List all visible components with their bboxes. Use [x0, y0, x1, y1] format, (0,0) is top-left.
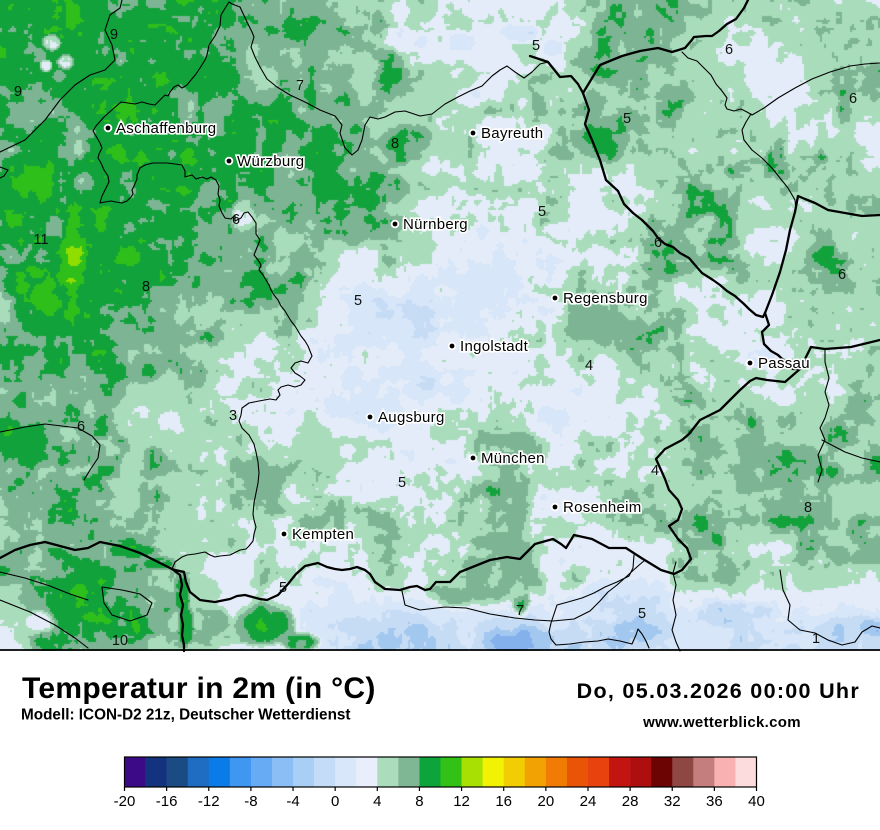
svg-text:7: 7: [516, 603, 524, 619]
svg-text:20: 20: [537, 793, 554, 810]
svg-text:6: 6: [77, 419, 85, 435]
svg-text:Würzburg: Würzburg: [237, 153, 304, 170]
svg-text:32: 32: [664, 793, 681, 810]
svg-text:5: 5: [623, 111, 631, 127]
svg-text:Passau: Passau: [758, 355, 810, 372]
svg-text:28: 28: [622, 793, 639, 810]
svg-text:Aschaffenburg: Aschaffenburg: [116, 120, 216, 137]
svg-text:-12: -12: [198, 793, 220, 810]
svg-text:8: 8: [391, 136, 399, 152]
svg-text:6: 6: [725, 42, 733, 58]
svg-text:24: 24: [580, 793, 597, 810]
svg-text:0: 0: [331, 793, 339, 810]
svg-text:16: 16: [495, 793, 512, 810]
svg-text:Augsburg: Augsburg: [378, 409, 445, 426]
svg-text:Nürnberg: Nürnberg: [403, 216, 468, 233]
svg-text:Kempten: Kempten: [292, 526, 354, 543]
svg-text:6: 6: [849, 91, 857, 107]
svg-text:-8: -8: [244, 793, 257, 810]
svg-text:Do, 05.03.2026 00:00 Uhr: Do, 05.03.2026 00:00 Uhr: [577, 679, 860, 703]
svg-text:6: 6: [838, 267, 846, 283]
svg-text:Rosenheim: Rosenheim: [563, 499, 642, 516]
svg-text:www.wetterblick.com: www.wetterblick.com: [642, 714, 801, 731]
svg-text:9: 9: [110, 27, 118, 43]
svg-text:5: 5: [398, 475, 406, 491]
svg-text:-16: -16: [156, 793, 178, 810]
svg-text:8: 8: [804, 500, 812, 516]
svg-text:Regensburg: Regensburg: [563, 290, 648, 307]
svg-text:-20: -20: [114, 793, 136, 810]
svg-text:40: 40: [748, 793, 765, 810]
svg-text:1: 1: [812, 631, 820, 647]
svg-text:München: München: [481, 450, 545, 467]
svg-text:10: 10: [112, 633, 128, 649]
svg-text:5: 5: [532, 38, 540, 54]
svg-text:5: 5: [638, 606, 646, 622]
svg-text:Bayreuth: Bayreuth: [481, 125, 543, 142]
svg-text:5: 5: [354, 293, 362, 309]
svg-text:4: 4: [651, 463, 659, 479]
svg-text:9: 9: [14, 84, 22, 100]
svg-text:8: 8: [142, 279, 150, 295]
svg-text:6: 6: [232, 212, 240, 228]
svg-text:8: 8: [415, 793, 423, 810]
svg-text:36: 36: [706, 793, 723, 810]
svg-text:4: 4: [373, 793, 381, 810]
svg-text:Temperatur in 2m (in °C): Temperatur in 2m (in °C): [22, 672, 376, 705]
svg-text:11: 11: [33, 232, 48, 248]
svg-text:6: 6: [654, 235, 662, 251]
svg-text:5: 5: [538, 204, 546, 220]
svg-text:-4: -4: [286, 793, 299, 810]
svg-text:7: 7: [296, 78, 304, 94]
svg-text:5: 5: [279, 580, 287, 596]
svg-text:4: 4: [585, 358, 593, 374]
svg-text:3: 3: [229, 408, 237, 424]
svg-text:12: 12: [453, 793, 470, 810]
svg-text:Ingolstadt: Ingolstadt: [460, 338, 529, 355]
svg-text:Modell: ICON-D2 21z, Deutscher: Modell: ICON-D2 21z, Deutscher Wetterdie…: [21, 707, 351, 724]
